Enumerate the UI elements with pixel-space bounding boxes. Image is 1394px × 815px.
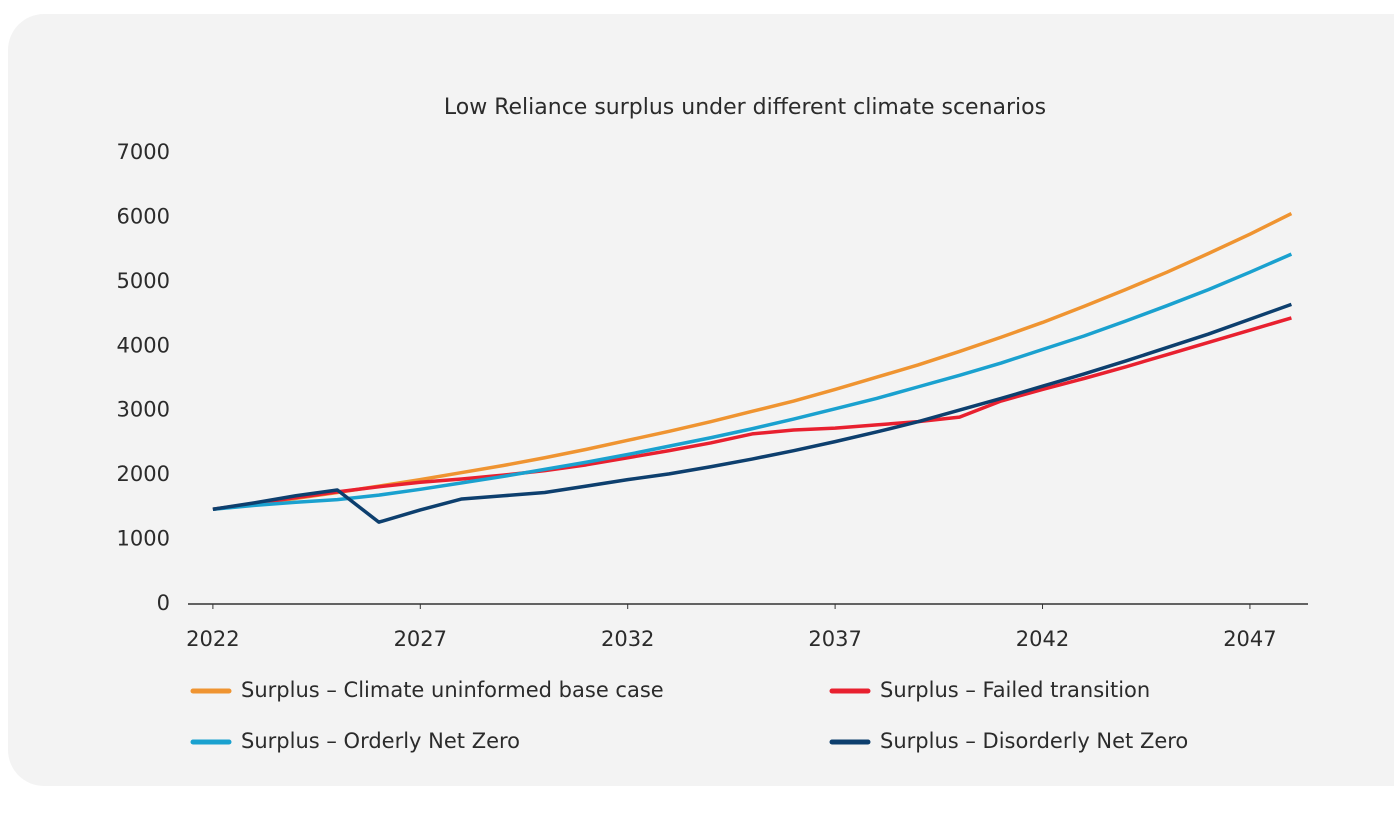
y-tick-label: 7000 bbox=[117, 140, 170, 164]
y-tick-label: 6000 bbox=[117, 204, 170, 228]
series-line bbox=[212, 316, 1292, 512]
legend-label: Surplus – Disorderly Net Zero bbox=[880, 729, 1188, 753]
chart-title: Low Reliance surplus under different cli… bbox=[444, 95, 1046, 120]
y-tick-label: 3000 bbox=[117, 398, 170, 422]
y-tick-label: 0 bbox=[157, 591, 170, 615]
legend-label: Surplus – Climate uninformed base case bbox=[241, 678, 664, 702]
legend-label: Surplus – Failed transition bbox=[880, 678, 1150, 702]
y-tick-label: 4000 bbox=[117, 333, 170, 357]
y-tick-label: 2000 bbox=[117, 462, 170, 486]
x-tick-label: 2022 bbox=[186, 627, 239, 651]
y-tick-label: 5000 bbox=[117, 269, 170, 293]
series-line bbox=[212, 252, 1293, 512]
x-tick-label: 2027 bbox=[394, 627, 447, 651]
legend-label: Surplus – Orderly Net Zero bbox=[241, 729, 520, 753]
x-tick-label: 2042 bbox=[1016, 627, 1069, 651]
series-line bbox=[212, 302, 1292, 524]
x-tick-label: 2047 bbox=[1223, 627, 1276, 651]
x-tick-label: 2037 bbox=[808, 627, 861, 651]
x-tick-label: 2032 bbox=[601, 627, 654, 651]
chart-card bbox=[8, 14, 1394, 786]
y-tick-label: 1000 bbox=[117, 527, 170, 551]
